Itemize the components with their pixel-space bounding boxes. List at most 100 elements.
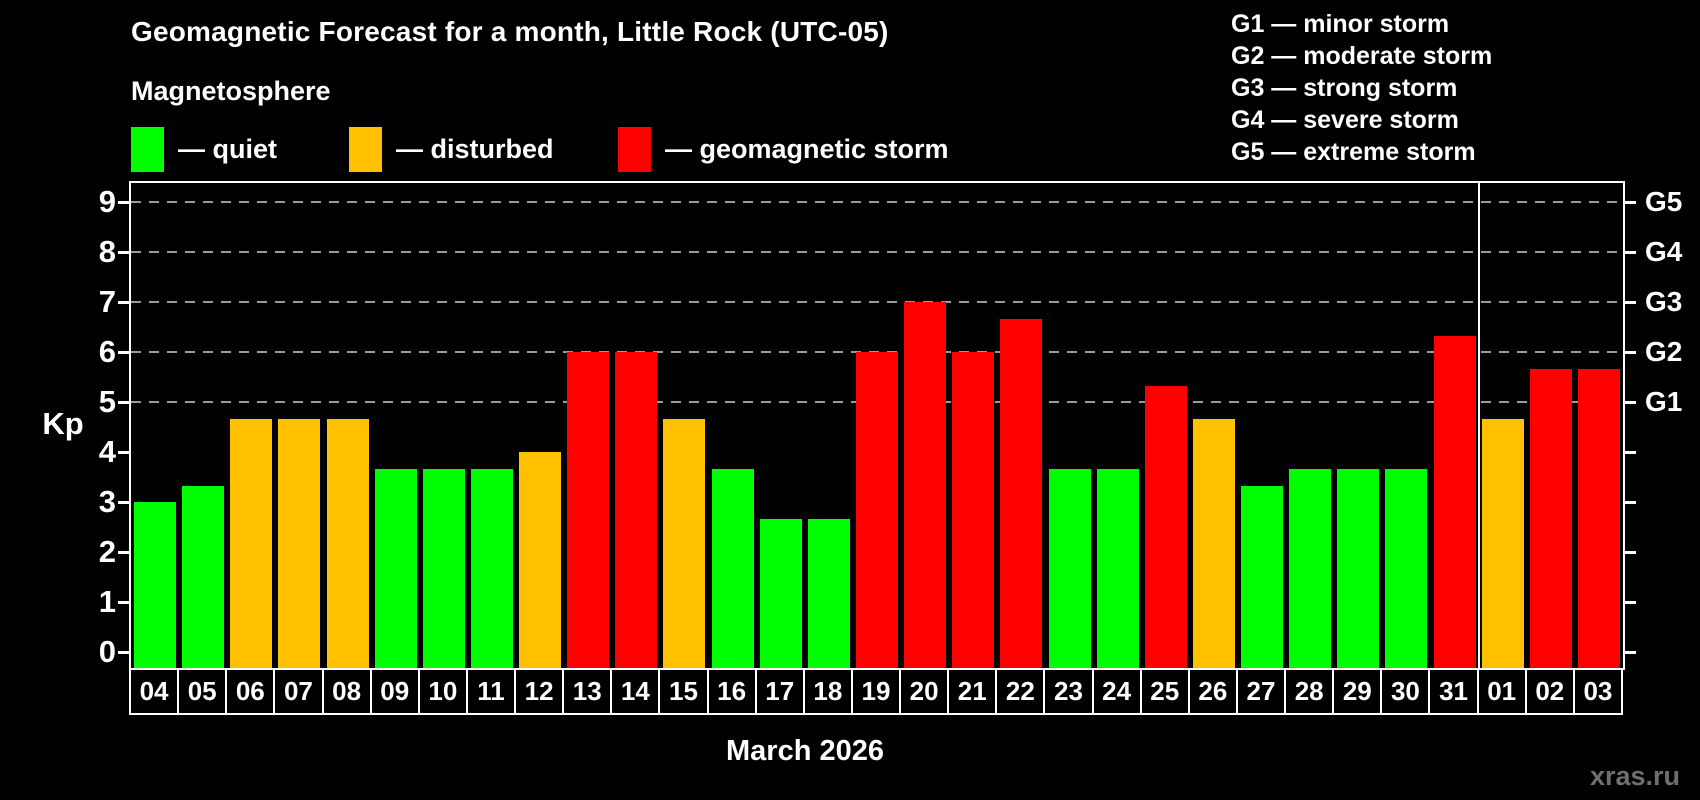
chart-subtitle: Magnetosphere — [131, 76, 331, 106]
date-cell: 23 — [1043, 668, 1094, 715]
quiet-legend-label: — quiet — [178, 134, 277, 164]
g-legend-line: G3 — strong storm — [1231, 74, 1458, 102]
g-legend-line: G2 — moderate storm — [1231, 42, 1493, 70]
kp-bar — [952, 352, 995, 668]
kp-bar — [134, 502, 177, 668]
g-legend-line: G4 — severe storm — [1231, 106, 1459, 134]
right-axis-tick — [1624, 301, 1636, 304]
right-axis-tick — [1624, 501, 1636, 504]
quiet-legend-swatch — [131, 127, 164, 172]
date-cell: 21 — [947, 668, 998, 715]
kp-bar — [1048, 468, 1091, 668]
date-cell: 05 — [177, 668, 228, 715]
disturbed-legend-swatch — [349, 127, 382, 172]
date-cell: 27 — [1235, 668, 1287, 715]
right-axis-tick — [1624, 401, 1636, 404]
y-tick-label: 0 — [98, 634, 116, 669]
kp-bar — [1337, 468, 1380, 668]
kp-bar — [374, 468, 417, 668]
kp-bar — [1000, 318, 1043, 668]
storm-legend-swatch — [618, 127, 651, 172]
kp-bar — [326, 418, 369, 668]
date-cell: 20 — [899, 668, 950, 715]
kp-bar — [278, 418, 321, 668]
y-axis-title: Kp — [42, 406, 84, 441]
g-axis-label: G5 — [1645, 186, 1683, 217]
right-axis-tick — [1624, 251, 1636, 254]
kp-bar — [1192, 418, 1235, 668]
kp-bar — [422, 468, 465, 668]
kp-bar — [1241, 485, 1284, 668]
date-cell: 13 — [562, 668, 613, 715]
kp-bar — [230, 418, 273, 668]
g-legend-line: G1 — minor storm — [1231, 10, 1450, 38]
date-cell: 10 — [417, 668, 468, 715]
storm-legend-label: — geomagnetic storm — [665, 134, 949, 164]
gridline — [131, 201, 1623, 203]
right-axis-tick — [1624, 601, 1636, 604]
date-cell: 03 — [1572, 668, 1623, 715]
kp-bar — [1385, 468, 1428, 668]
date-cell: 02 — [1524, 668, 1575, 715]
date-cell: 06 — [225, 668, 276, 715]
kp-bar — [1433, 335, 1476, 668]
right-axis-tick — [1624, 201, 1636, 204]
date-cell: 16 — [706, 668, 757, 715]
date-cell: 31 — [1428, 668, 1479, 715]
y-tick-label: 3 — [98, 484, 116, 519]
kp-status-legend: — quiet — disturbed — geomagnetic storm — [0, 124, 1700, 174]
right-axis-tick — [1624, 451, 1636, 454]
date-cell: 09 — [369, 668, 420, 715]
date-cell: 11 — [465, 668, 517, 715]
date-cell: 08 — [321, 668, 372, 715]
gridline — [131, 301, 1623, 303]
plot-area — [129, 181, 1625, 670]
date-cell: 18 — [802, 668, 853, 715]
g-legend-line: G5 — extreme storm — [1231, 138, 1476, 166]
y-tick-label: 2 — [98, 534, 116, 569]
date-cell: 01 — [1476, 668, 1527, 715]
g-axis-label: G1 — [1645, 386, 1683, 417]
kp-bar — [1289, 468, 1332, 668]
date-cell: 17 — [754, 668, 805, 715]
chart-title: Geomagnetic Forecast for a month, Little… — [131, 16, 889, 47]
right-axis-tick — [1624, 651, 1636, 654]
date-cell: 22 — [995, 668, 1046, 715]
date-cell: 07 — [273, 668, 324, 715]
kp-bar — [182, 485, 225, 668]
kp-bar — [1096, 468, 1139, 668]
date-cell: 12 — [514, 668, 565, 715]
kp-bar — [663, 418, 706, 668]
date-cell: 28 — [1284, 668, 1335, 715]
g-axis-label: G2 — [1645, 336, 1683, 367]
kp-bar — [615, 352, 658, 668]
right-axis-tick — [1624, 551, 1636, 554]
g-axis-label: G3 — [1645, 286, 1683, 317]
x-axis-title: March 2026 — [726, 735, 884, 767]
y-tick-label: 8 — [98, 234, 116, 269]
y-tick-label: 1 — [98, 584, 116, 619]
date-cell: 30 — [1380, 668, 1431, 715]
kp-bar — [1144, 385, 1187, 668]
kp-bar — [1577, 368, 1620, 668]
gridline — [131, 251, 1623, 253]
g-axis-label: G4 — [1645, 236, 1683, 267]
kp-bar — [904, 302, 947, 668]
date-cell: 24 — [1091, 668, 1142, 715]
date-cell: 19 — [850, 668, 902, 715]
g-scale-legend: G1 — minor storm G2 — moderate storm G3 — … — [1231, 8, 1492, 168]
kp-bar — [807, 518, 850, 668]
date-cell: 25 — [1139, 668, 1190, 715]
right-axis-tick — [1624, 351, 1636, 354]
y-tick-label: 9 — [98, 184, 116, 219]
kp-bar — [470, 468, 513, 668]
y-tick-label: 7 — [98, 284, 116, 319]
date-cell: 14 — [610, 668, 661, 715]
kp-bar — [711, 468, 754, 668]
kp-bar — [1481, 418, 1524, 668]
watermark: xras.ru — [1589, 761, 1680, 791]
date-cell: 26 — [1187, 668, 1238, 715]
kp-bar — [519, 452, 562, 668]
date-cell: 29 — [1332, 668, 1383, 715]
kp-bar — [759, 518, 802, 668]
